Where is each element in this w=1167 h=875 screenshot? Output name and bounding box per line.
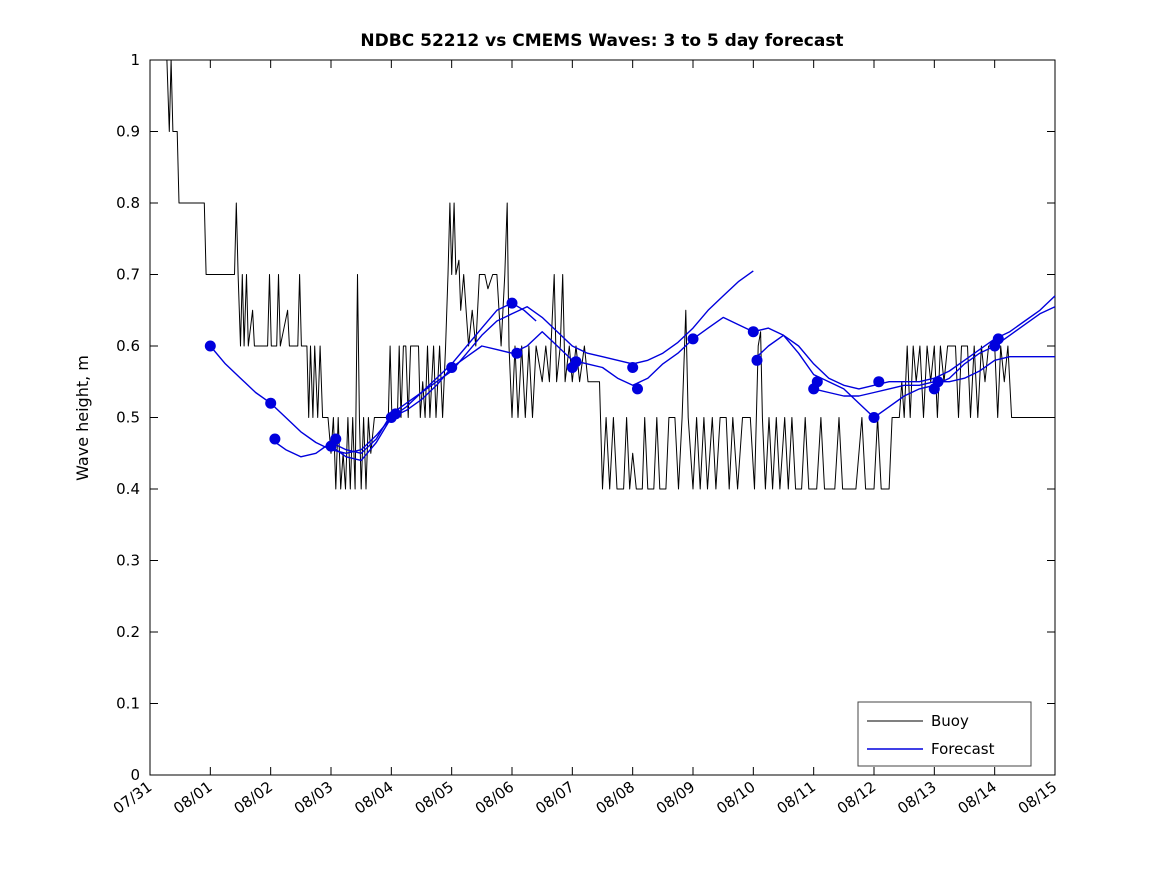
y-tick-label: 0.6: [116, 337, 140, 355]
x-tick-label: 08/12: [834, 778, 880, 818]
x-tick-label: 08/02: [230, 778, 276, 818]
forecast-marker: [868, 412, 880, 423]
series-forecast-run-4: [752, 295, 1056, 390]
forecast-marker: [269, 433, 281, 445]
legend: Buoy Forecast: [857, 701, 1032, 767]
legend-forecast-label: Forecast: [931, 740, 995, 758]
forecast-marker: [390, 408, 402, 420]
forecast-marker: [446, 362, 458, 373]
forecast-marker: [511, 347, 523, 359]
forecast-marker: [751, 354, 763, 366]
x-tick-label: 08/04: [351, 778, 397, 818]
x-tick-label: 08/14: [954, 778, 1000, 818]
y-tick-label: 0: [130, 766, 140, 784]
x-tick-label: 08/07: [532, 778, 578, 818]
x-tick-label: 08/05: [411, 778, 457, 818]
x-tick-label: 08/06: [472, 778, 518, 818]
forecast-marker: [873, 376, 885, 388]
series-forecast-run-1: [209, 302, 537, 454]
y-tick-label: 1: [130, 51, 140, 69]
forecast-marker: [330, 433, 342, 445]
forecast-marker: [204, 340, 216, 352]
x-tick-label: 08/09: [653, 778, 699, 818]
forecast-marker: [992, 333, 1004, 345]
y-tick-label: 0.7: [116, 266, 140, 284]
chart-title: NDBC 52212 vs CMEMS Waves: 3 to 5 day fo…: [360, 31, 843, 51]
series-forecast-run-3: [330, 306, 1056, 462]
y-tick-label: 0.3: [116, 552, 140, 570]
x-tick-label: 08/10: [713, 778, 759, 818]
y-tick-label: 0.8: [116, 194, 140, 212]
y-tick-label: 0.1: [116, 695, 140, 713]
y-tick-label: 0.4: [116, 480, 140, 498]
x-tick-label: 08/01: [170, 778, 216, 818]
x-tick-label: 08/03: [291, 778, 337, 818]
legend-buoy-label: Buoy: [931, 712, 969, 730]
forecast-marker: [811, 376, 823, 388]
legend-box: [857, 701, 1032, 767]
y-tick-label: 0.5: [116, 409, 140, 427]
x-tick-label: 08/15: [1015, 778, 1061, 818]
x-tick-label: 08/11: [773, 778, 819, 818]
series-buoy: [166, 59, 1055, 490]
forecast-marker: [265, 397, 277, 409]
y-tick-label: 0.9: [116, 123, 140, 141]
forecast-marker: [747, 326, 759, 338]
forecast-marker: [632, 383, 643, 395]
forecast-marker: [570, 356, 582, 368]
x-tick-label: 08/08: [592, 778, 638, 818]
forecast-marker: [506, 297, 518, 309]
y-axis-label: Wave height, m: [73, 355, 92, 481]
forecast-marker: [687, 333, 699, 345]
forecast-marker: [627, 362, 639, 373]
series-forecast-run-2: [270, 270, 754, 458]
x-tick-label: 08/13: [894, 778, 940, 818]
forecast-marker: [932, 376, 944, 388]
y-tick-label: 0.2: [116, 623, 140, 641]
